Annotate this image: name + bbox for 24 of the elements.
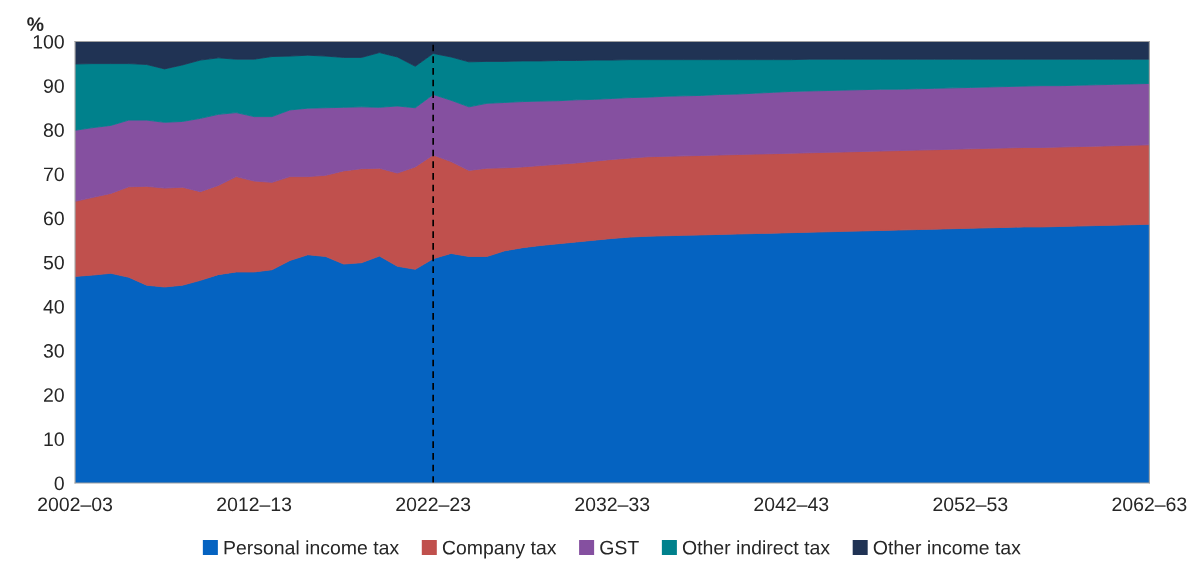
legend-label: Other income tax (873, 540, 1021, 555)
legend-label: Personal income tax (224, 540, 399, 555)
y-tick-label: 50 (43, 255, 64, 270)
y-tick-label: 100 (33, 34, 64, 49)
x-tick-label: 2042–43 (754, 497, 829, 512)
y-tick-label: 0 (54, 476, 64, 491)
y-tick-label: 60 (44, 211, 64, 226)
x-tick-label: 2062–63 (1112, 497, 1187, 512)
x-tick-label: 2022–23 (396, 497, 471, 512)
y-tick-label: 20 (44, 388, 64, 402)
legend-label: GST (600, 540, 639, 555)
y-tick-label: 80 (43, 123, 64, 138)
legend-label: Company tax (442, 540, 557, 559)
y-tick-label: 10 (44, 432, 64, 447)
legend-label: Other indirect tax (682, 540, 830, 555)
y-tick-label: 30 (43, 344, 64, 358)
y-tick-label: 40 (43, 299, 64, 314)
y-tick-label: 90 (43, 79, 64, 93)
x-tick-label: 2052–53 (933, 497, 1008, 512)
x-tick-label: 2002–03 (38, 497, 113, 512)
y-tick-label: 70 (44, 167, 64, 182)
x-tick-label: 2012–13 (217, 497, 292, 512)
y-axis-title: % (27, 17, 44, 32)
x-tick-label: 2032–33 (575, 497, 650, 512)
